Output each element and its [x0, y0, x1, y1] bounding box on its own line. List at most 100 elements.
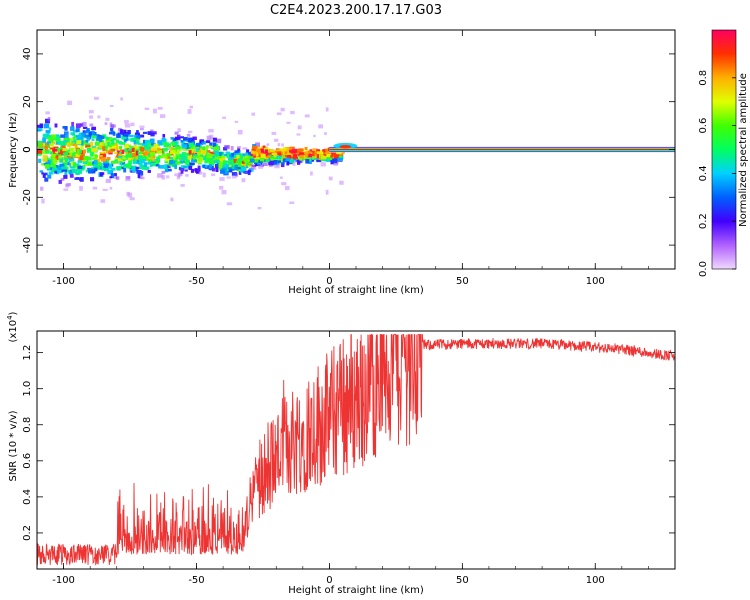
spectrogram-cell	[199, 140, 202, 144]
spectrogram-cell	[110, 167, 116, 171]
spectrogram-cell	[82, 121, 87, 127]
spectrogram-cell	[49, 143, 54, 147]
spectrogram-cell	[147, 146, 153, 149]
spectrogram-cell	[125, 137, 128, 141]
colorbar-tick-label: 0.2	[698, 213, 709, 229]
spectrogram-cell	[253, 158, 259, 163]
spectrogram-cell	[79, 123, 84, 127]
spectrogram-cell	[180, 184, 185, 187]
spectrogram-cell	[202, 146, 206, 151]
spectrogram-cell	[283, 147, 287, 150]
spectrogram-cell	[245, 164, 249, 169]
spectrogram-cell	[124, 143, 129, 149]
spectrogram-cell	[199, 139, 205, 142]
spectrogram-cell	[109, 186, 113, 190]
spectrogram-cell	[164, 157, 170, 162]
y-tick-label: -40	[22, 237, 33, 253]
y-tick-label: 1.2	[22, 345, 33, 361]
spectrogram-cell	[127, 157, 132, 161]
spectrogram-cell	[143, 152, 147, 156]
spectrogram-cell	[86, 130, 90, 134]
spectrogram-cell	[89, 115, 94, 119]
spectrogram-cell	[284, 185, 290, 191]
spectrogram-cell	[96, 161, 102, 167]
spectrogram-cell	[111, 160, 116, 164]
spectrogram-cell	[195, 142, 201, 147]
spectrogram-cell	[137, 173, 141, 179]
spectrogram-cell	[150, 156, 155, 162]
spectrogram-cell	[299, 152, 305, 155]
spectrogram-cell	[102, 153, 107, 158]
spectrogram-cell	[144, 156, 147, 159]
spectrogram-cell	[71, 152, 76, 157]
spectrogram-cell	[320, 162, 326, 167]
spectrogram-cell	[147, 131, 152, 135]
spectrogram-cell	[117, 166, 121, 171]
spectrogram-cell	[105, 139, 111, 145]
spectrogram-cell	[231, 175, 237, 179]
spectrogram-cell	[117, 132, 121, 137]
colorbar-gradient	[711, 29, 737, 270]
spectrogram-cell	[141, 156, 145, 160]
spectrogram-cell	[323, 155, 327, 160]
spectrogram-cell	[245, 161, 252, 166]
spectrogram-cell	[184, 161, 191, 165]
spectrogram-cell	[63, 161, 68, 165]
spectrogram-cell	[339, 145, 352, 149]
spectrogram-cell	[290, 146, 295, 150]
spectrogram-cell	[68, 147, 74, 152]
spectrogram-cell	[204, 165, 210, 169]
spectrogram-cell	[200, 149, 207, 155]
spectrogram-cell	[325, 189, 329, 195]
spectrogram-cell	[242, 147, 248, 150]
spectrogram-cell	[113, 148, 119, 151]
spectrogram-cell	[70, 161, 74, 167]
y-tick-label: 0.4	[22, 489, 33, 505]
spectrogram-cell	[149, 163, 153, 167]
spectrogram-cell	[333, 152, 337, 157]
spectrogram-cell	[165, 146, 170, 149]
spectrogram-cell	[182, 148, 188, 151]
spectrogram-cell	[280, 159, 285, 165]
spectrogram-cell	[100, 139, 105, 144]
spectrogram-cell	[139, 125, 145, 129]
spectrogram-cell	[125, 151, 130, 155]
spectrogram-cell	[135, 150, 139, 156]
spectrogram-cell	[182, 165, 187, 169]
spectrogram-cell	[170, 197, 174, 202]
spectrogram-cell	[135, 166, 140, 170]
snr-x-label: Height of straight line (km)	[288, 585, 424, 596]
spectrogram-cell	[211, 167, 216, 172]
spectrogram-cell	[120, 129, 124, 134]
spectrogram-cell	[224, 144, 230, 150]
spectrogram-cell	[276, 155, 282, 159]
spectrogram-cell	[76, 148, 80, 153]
spectrogram-cell	[177, 134, 181, 139]
spectrogram-cell	[41, 172, 44, 175]
spectrogram-cell	[219, 185, 224, 190]
spectrogram-cell	[42, 159, 48, 162]
spectrogram-cell	[78, 149, 82, 154]
spectrogram-cell	[300, 153, 304, 159]
spectrogram-cell	[228, 154, 232, 159]
spectrogram-cell	[195, 146, 200, 149]
spectrogram-cell	[69, 138, 74, 142]
spectrogram-cell	[84, 140, 89, 146]
spectrogram-cell	[303, 154, 308, 160]
spectrogram-cell	[92, 157, 98, 160]
spectrogram-cell	[94, 141, 100, 146]
x-tick-label: 50	[456, 575, 469, 586]
spectrogram-cell	[259, 156, 265, 162]
spectrogram-cell	[263, 158, 267, 162]
spectrogram-cell	[133, 138, 140, 143]
spectrogram-cell	[134, 132, 140, 137]
spectrogram-cell	[211, 173, 216, 177]
spectrogram-cell	[162, 147, 168, 152]
x-tick-label: 100	[586, 276, 605, 287]
spectrogram-cell	[170, 142, 174, 145]
spectrogram-cell	[51, 154, 56, 157]
spectrogram-cell	[45, 111, 50, 115]
spectrogram-cell	[235, 173, 238, 177]
spectrogram-cell	[44, 142, 50, 147]
spectrogram-cell	[281, 182, 287, 186]
